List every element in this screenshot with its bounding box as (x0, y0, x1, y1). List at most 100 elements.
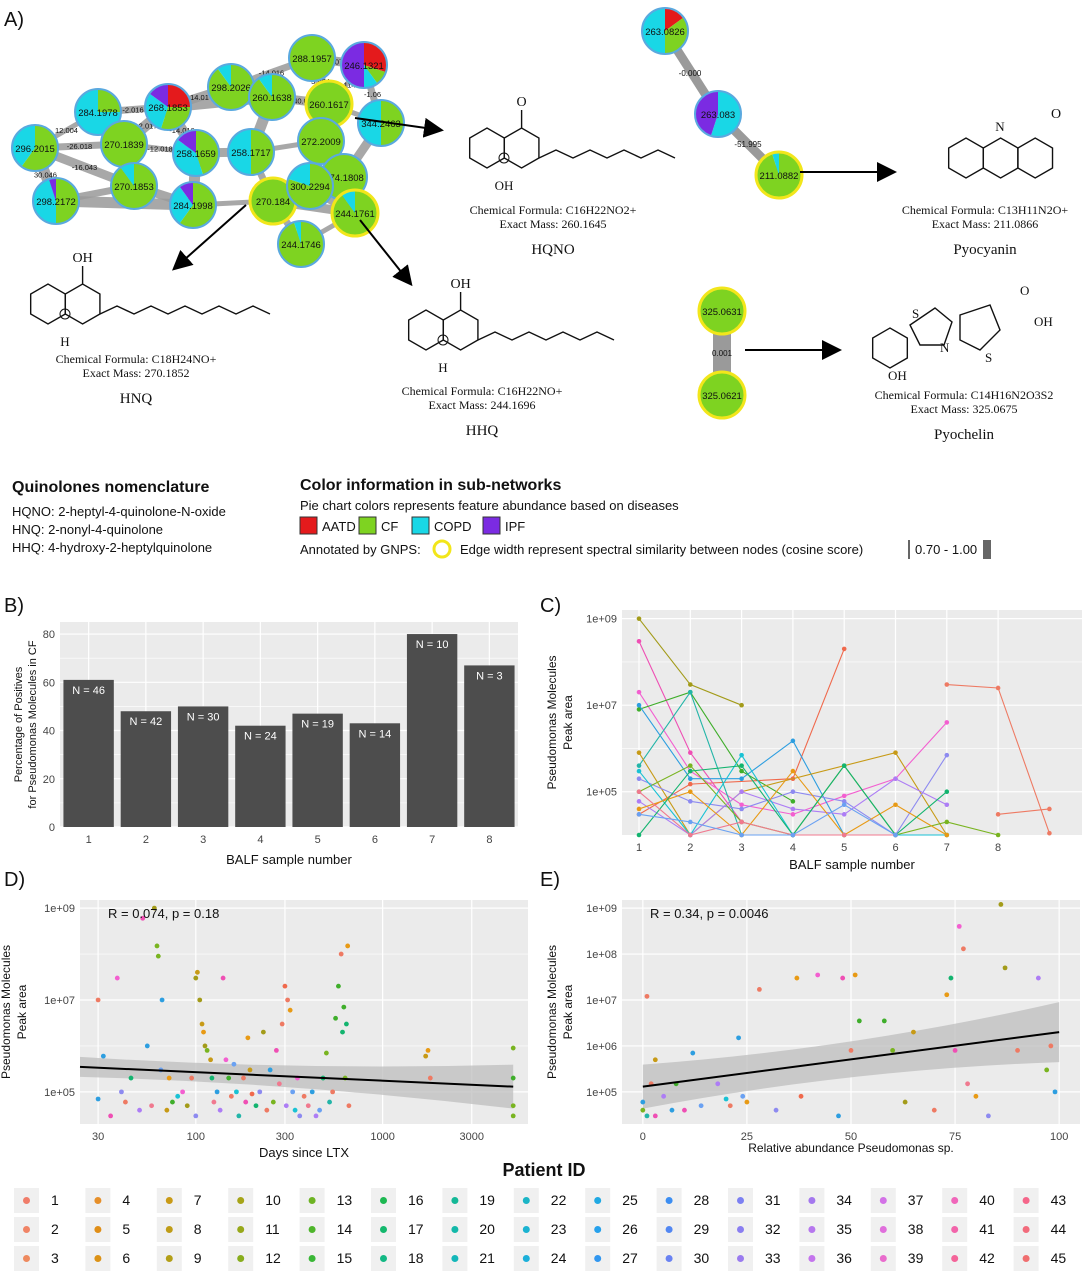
legend-dot (380, 1255, 387, 1262)
node-label: 263.083 (701, 110, 735, 121)
scatter-point (986, 1113, 991, 1119)
legend-dot (380, 1197, 387, 1204)
node-outline (357, 99, 405, 147)
bar-data-label: N = 30 (187, 711, 220, 723)
patient-id-label: 30 (694, 1250, 710, 1266)
scatter-point (137, 1107, 142, 1113)
series-point (688, 689, 693, 695)
node-label: 260.1638 (252, 93, 292, 104)
y-tick-label: 1e+07 (586, 700, 617, 712)
x-tick-label: 3000 (460, 1131, 484, 1143)
edge-explanation: Edge width represent spectral similarity… (460, 542, 863, 557)
legend-dot (737, 1197, 744, 1204)
network-node: 288.1957 (288, 34, 336, 82)
y-tick-label: 1e+06 (586, 1041, 617, 1053)
node-label: 270.184 (256, 197, 290, 208)
scatter-point (301, 1093, 307, 1099)
node-label: 246.1321 (344, 61, 384, 72)
edge-label: 0.001 (712, 349, 733, 358)
x-tick-label: 1000 (370, 1131, 394, 1143)
scatter-point (510, 1045, 516, 1051)
series-point (636, 707, 642, 712)
scatter-point (285, 997, 290, 1003)
patient-id-label: 1 (51, 1192, 59, 1208)
legend-dot (237, 1197, 245, 1204)
series-point (893, 832, 898, 838)
series-point (739, 806, 744, 812)
panel-label-a: A) (4, 9, 24, 31)
scatter-point (644, 993, 650, 999)
pie-slice (364, 65, 386, 84)
series-point (1047, 806, 1052, 812)
scatter-point (973, 1093, 979, 1099)
scatter-point (961, 946, 966, 952)
pie-slice (75, 89, 121, 135)
node-label: 244.1746 (281, 240, 321, 251)
scatter-point (204, 1047, 210, 1053)
patient-id-label: 37 (908, 1192, 924, 1208)
series-point (739, 789, 744, 795)
pie-slice (341, 190, 355, 213)
scatter-point (140, 915, 146, 921)
patient-id-label: 34 (836, 1192, 852, 1208)
patient-id-label: 4 (122, 1192, 130, 1208)
node-label: 272.2009 (301, 137, 341, 148)
series-point (790, 832, 796, 838)
legend-dot (737, 1255, 744, 1262)
node-outline (74, 88, 122, 136)
scatter-point (856, 1018, 862, 1024)
x-tick-label: 50 (845, 1131, 857, 1143)
series-point (739, 832, 744, 838)
nomenclature-title: Quinolones nomenclature (12, 479, 209, 496)
atom-label: OH (450, 277, 470, 292)
scatter-point (1002, 965, 1008, 971)
scatter-point (644, 1113, 650, 1119)
pie-slice (217, 64, 231, 87)
series-point (636, 799, 642, 804)
scatter-point (283, 1103, 289, 1109)
scatter-point (317, 1107, 323, 1113)
series-point (841, 802, 847, 808)
patient-id-label: 35 (836, 1221, 852, 1237)
pie-slice (101, 121, 147, 167)
edge-label: -16.043 (72, 163, 97, 172)
series-point (636, 763, 642, 768)
scatter-point (164, 1107, 170, 1113)
y-tick-label: 1e+05 (586, 1087, 617, 1099)
structure-pyocyanin: O N Chemical Formula: C13H11N2O+Exact Mass… (902, 107, 1069, 258)
scatter-point (260, 1029, 266, 1035)
bar (292, 713, 343, 827)
bar (120, 711, 172, 827)
scatter-point (144, 1043, 150, 1049)
scatter-point (346, 1103, 352, 1109)
legend-dot (594, 1255, 602, 1262)
scatter-point (1035, 975, 1041, 981)
nomenclature-item: HHQ: 4-hydroxy-2-heptylquinolone (12, 540, 212, 555)
scatter-point (279, 1021, 285, 1027)
scatter-point (217, 1107, 223, 1113)
structure-hqno: O OH Chemical Formula: C16H22NO2+Exact Mas… (468, 95, 676, 258)
patient-id-label: 31 (765, 1192, 781, 1208)
pie-slice (258, 74, 272, 97)
patient-id-label: 12 (265, 1250, 281, 1266)
scatter-point (241, 1075, 246, 1081)
series-point (944, 720, 950, 725)
chemical-formula: Chemical Formula: C13H11N2O+ (902, 203, 1069, 217)
scatter-point (998, 902, 1004, 907)
legend-dot (1022, 1197, 1030, 1204)
patient-id-label: 13 (337, 1192, 353, 1208)
scatter-point (323, 1050, 329, 1056)
scatter-point (166, 1075, 172, 1081)
scatter-point (956, 923, 962, 929)
atom-label: O (1020, 283, 1029, 298)
scatter-point (226, 1075, 232, 1081)
scatter-point (195, 969, 200, 975)
node-outline (172, 129, 220, 177)
series-point (790, 738, 796, 744)
patient-legend: Patient ID123456789101112131415161718192… (14, 1160, 1066, 1271)
node-outline (288, 34, 336, 82)
network-node: 296.2015 (11, 124, 59, 172)
scatter-point (95, 997, 101, 1003)
edge-label: -1.06 (364, 90, 381, 99)
legend-dot (665, 1226, 673, 1233)
